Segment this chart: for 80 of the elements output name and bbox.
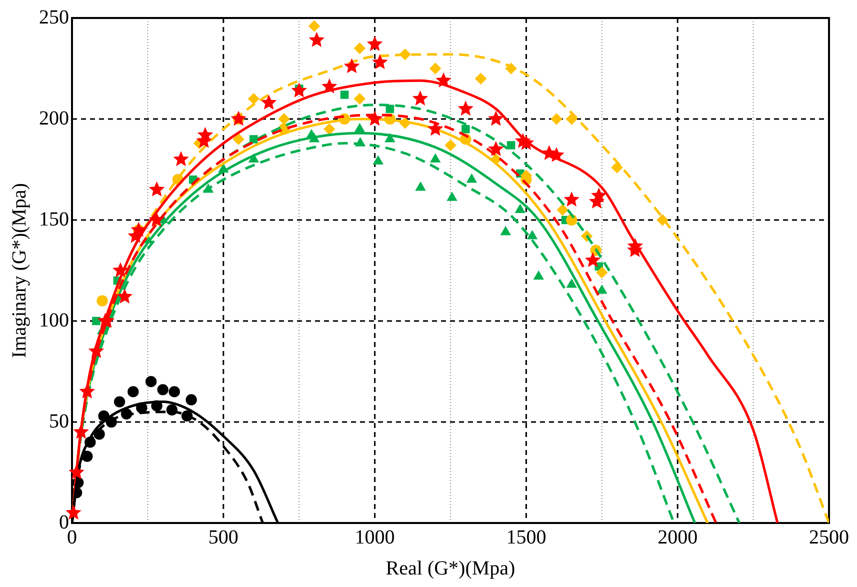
point [80, 384, 94, 398]
point [592, 188, 606, 202]
point [368, 112, 382, 126]
point [354, 93, 366, 104]
x-tick-label: 1500 [506, 526, 546, 548]
point [488, 142, 504, 156]
point [385, 134, 395, 142]
point [157, 384, 168, 396]
x-tick-label: 500 [208, 526, 238, 548]
point [92, 316, 100, 326]
y-tick-label: 150 [39, 208, 69, 230]
point [596, 266, 608, 278]
point [566, 279, 577, 288]
point [149, 212, 164, 226]
point [324, 124, 335, 135]
point [534, 270, 544, 280]
point [344, 58, 359, 73]
point [368, 36, 382, 50]
point [69, 465, 84, 479]
point [310, 32, 324, 46]
point [262, 95, 276, 110]
point [436, 73, 451, 87]
point [413, 91, 428, 105]
point [128, 386, 139, 398]
point [444, 140, 456, 151]
point [466, 174, 477, 183]
point [519, 136, 534, 150]
point [373, 156, 384, 165]
point [416, 182, 426, 191]
point [113, 263, 128, 277]
x-tick-label: 2000 [658, 526, 698, 548]
point [74, 424, 88, 438]
point [428, 122, 443, 136]
point [150, 182, 164, 196]
y-tick-label: 50 [49, 410, 69, 432]
point [488, 112, 504, 126]
point [248, 93, 260, 104]
point [354, 42, 366, 54]
point [354, 124, 365, 132]
y-tick-label: 200 [39, 107, 69, 130]
x-tick-label: 2500 [809, 526, 849, 548]
y-tick-label: 100 [39, 309, 69, 332]
point [168, 386, 180, 398]
point [186, 394, 197, 406]
point [278, 113, 290, 125]
point [556, 204, 568, 216]
point [564, 192, 579, 206]
point [308, 20, 320, 32]
point [515, 204, 526, 213]
point [462, 124, 470, 134]
y-tick-label: 0 [59, 511, 69, 534]
point [628, 238, 642, 252]
point [145, 376, 157, 388]
x-tick-label: 1000 [354, 526, 395, 548]
y-tick-label: 250 [39, 6, 69, 28]
point [586, 252, 600, 267]
point [250, 135, 258, 144]
point [114, 396, 126, 408]
point [527, 230, 538, 240]
point [174, 152, 188, 166]
point [430, 154, 440, 162]
point [292, 83, 306, 97]
x-axis-title: Real (G*)(Mpa) [386, 557, 516, 580]
point [198, 128, 212, 142]
point [118, 289, 132, 303]
point [458, 101, 473, 116]
point [430, 62, 441, 74]
point [340, 90, 349, 99]
point [596, 285, 607, 294]
point [550, 113, 562, 125]
point [322, 79, 337, 93]
point [500, 226, 511, 236]
point [447, 192, 457, 201]
y-axis-title: Imaginary (G*)(Mpa) [8, 183, 30, 358]
point [232, 134, 244, 145]
point [475, 73, 486, 84]
point [96, 295, 108, 306]
point [89, 344, 104, 358]
point [506, 141, 516, 150]
point [372, 54, 388, 69]
